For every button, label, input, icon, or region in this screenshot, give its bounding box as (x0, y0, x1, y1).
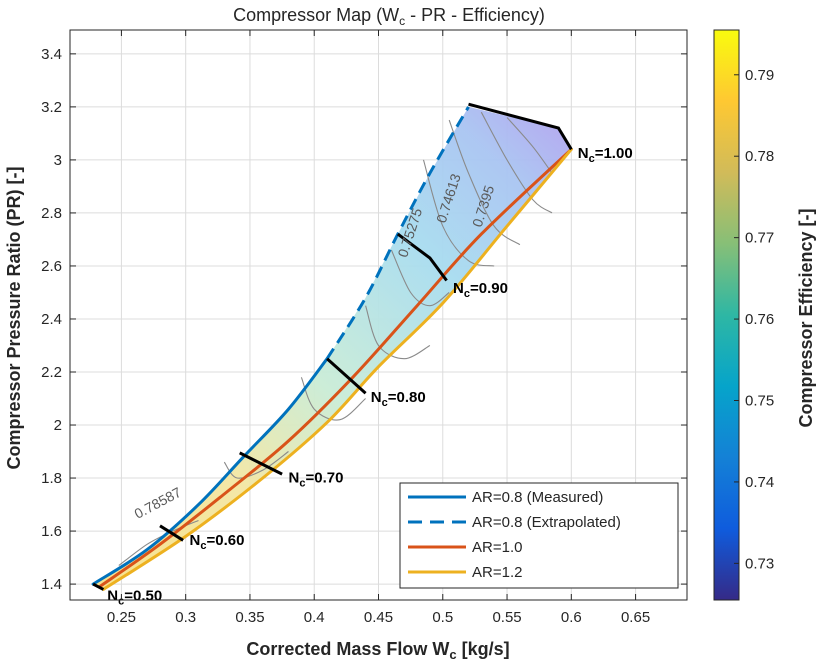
colorbar-tick-label: 0.76 (745, 311, 774, 328)
colorbar: 0.73 0.74 0.75 0.76 0.77 0.78 0.79 Compressor … (713, 29, 816, 601)
speed-line (92, 582, 105, 591)
y-tick-label: 2 (54, 417, 62, 434)
speed-line-label: Nc=1.00 (578, 145, 633, 165)
colorbar-tick-label: 0.73 (745, 555, 774, 572)
contour-line (506, 117, 553, 174)
speed-line-label: Nc=0.90 (453, 280, 508, 300)
x-tick-label: 0.6 (561, 609, 582, 626)
x-tick-label: 0.35 (235, 609, 264, 626)
chart-title: Compressor Map (Wc - PR - Efficiency) (233, 5, 545, 28)
legend: AR=0.8 (Measured) AR=0.8 (Extrapolated) AR… (399, 482, 679, 589)
legend-entry-label: AR=1.2 (472, 564, 522, 581)
colorbar-tick-label: 0.77 (745, 230, 774, 247)
speed-line (159, 524, 184, 542)
y-tick-label: 2.2 (41, 364, 62, 381)
y-tick-label: 3.4 (41, 46, 62, 63)
x-tick-label: 0.65 (621, 609, 650, 626)
speed-line-label: Nc=0.70 (289, 470, 344, 490)
x-tick-label: 0.25 (107, 609, 136, 626)
colorbar-label: Compressor Efficiency [-] (796, 208, 816, 427)
legend-entry-label: AR=1.0 (472, 539, 522, 556)
y-tick-label: 2.6 (41, 258, 62, 275)
series-line-3 (101, 147, 573, 591)
efficiency-region (93, 106, 572, 590)
y-tick-label: 3 (54, 152, 62, 169)
contour-line (448, 119, 521, 246)
x-tick-label: 0.4 (304, 609, 325, 626)
x-tick-label: 0.45 (364, 609, 393, 626)
speed-line-label: Nc=0.80 (371, 389, 426, 409)
x-tick-label: 0.55 (492, 609, 521, 626)
contour-line (480, 111, 553, 214)
contour-line (422, 159, 495, 267)
y-tick-label: 1.4 (41, 576, 62, 593)
colorbar-ticks: 0.73 0.74 0.75 0.76 0.77 0.78 0.79 (734, 67, 774, 572)
y-tick-label: 3.2 (41, 99, 62, 116)
speed-line-label: Nc=0.50 (107, 588, 162, 608)
y-tick-label: 1.6 (41, 523, 62, 540)
legend-entry-label: AR=0.8 (Measured) (472, 489, 603, 506)
speed-line (239, 451, 283, 476)
y-tick-label: 1.8 (41, 470, 62, 487)
speed-line (326, 357, 367, 395)
speed-lines: Nc=0.50 Nc=0.60 Nc=0.70 Nc=0.80 Nc=0.90 Nc=1.… (92, 102, 633, 608)
colorbar-tick-label: 0.74 (745, 474, 774, 491)
x-tick-label: 0.5 (432, 609, 453, 626)
x-axis-label: Corrected Mass Flow Wc [kg/s] (246, 639, 509, 662)
colorbar-gradient (714, 30, 739, 600)
speed-line-label: Nc=0.60 (190, 532, 245, 552)
contour-line (300, 377, 366, 421)
y-axis-ticks: 1.4 1.6 1.8 2 2.2 2.4 2.6 2.8 3 3.2 3.4 (41, 46, 687, 593)
y-axis-label: Compressor Pressure Ratio (PR) [-] (4, 166, 24, 469)
y-tick-label: 2.8 (41, 205, 62, 222)
x-tick-label: 0.3 (175, 609, 196, 626)
y-tick-label: 2.4 (41, 311, 62, 328)
colorbar-tick-label: 0.75 (745, 393, 774, 410)
x-axis-ticks: 0.25 0.3 0.35 0.4 0.45 0.5 0.55 0.6 0.65 (107, 30, 650, 626)
speed-line (468, 102, 573, 151)
series-line-0 (91, 357, 329, 586)
colorbar-tick-label: 0.79 (745, 67, 774, 84)
speed-line (396, 232, 448, 282)
efficiency-fill (93, 106, 572, 590)
legend-entry-label: AR=0.8 (Extrapolated) (472, 514, 621, 531)
colorbar-tick-label: 0.78 (745, 148, 774, 165)
colorbar-frame (713, 29, 740, 601)
